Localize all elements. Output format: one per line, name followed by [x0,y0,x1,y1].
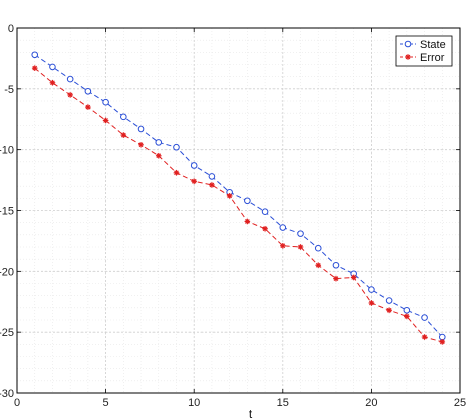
y-tick-label: -15 [0,206,14,218]
error-point [155,152,162,159]
error-point [421,334,428,340]
legend-error-marker [405,54,411,60]
error-point [31,65,38,71]
state-point [49,63,56,71]
error-point [297,244,304,250]
state-point [84,87,92,95]
legend-box [395,35,453,67]
error-series-line [34,67,443,343]
x-tick-label: 20 [365,397,377,409]
error-point [404,313,410,320]
legend-error-label: Error [420,52,445,64]
state-point [137,125,145,133]
error-point [67,92,73,98]
state-point [279,224,287,231]
state-point [368,286,375,293]
state-point [314,244,322,252]
error-point [439,339,446,345]
error-point [315,262,322,269]
y-tick-label: -25 [0,327,14,339]
state-point [102,98,109,106]
state-point [332,261,340,269]
state-point [208,173,216,180]
state-point [244,197,251,205]
state-point [120,113,127,121]
error-point [85,104,91,110]
x-tick-label: 5 [103,397,109,409]
state-point [261,208,269,216]
legend-state-label: State [420,39,446,51]
x-tick-label: 0 [14,397,20,409]
error-point [262,225,268,232]
state-point [190,162,198,169]
state-series-line [34,54,443,338]
error-point [368,300,375,306]
state-point [385,297,393,304]
state-point [155,139,163,146]
x-tick-label: 10 [188,397,200,409]
x-tick-label: 25 [454,397,466,409]
error-point [386,307,392,314]
error-point [102,117,109,124]
state-point [31,51,39,59]
error-point [350,274,357,281]
state-point [438,333,446,341]
state-point [403,306,411,314]
error-point [120,132,127,138]
y-tick-label: -10 [0,145,14,157]
legend-state-marker [404,40,412,48]
y-tick-label: -20 [0,266,14,278]
error-point [226,193,233,199]
y-tick-label: -30 [0,388,14,400]
state-point [421,314,428,321]
error-point [209,182,215,188]
error-point [49,79,56,86]
state-point [66,75,74,83]
error-point [191,178,197,185]
error-point [173,169,180,176]
error-point [333,275,339,282]
y-tick-label: 0 [8,23,14,35]
error-point [138,142,144,148]
error-point [280,242,286,249]
error-point [244,218,251,225]
state-point [173,143,180,151]
state-point [297,230,304,237]
x-tick-label: 15 [277,397,289,409]
y-tick-label: -5 [4,84,14,96]
x-axis-label: t [249,407,253,418]
